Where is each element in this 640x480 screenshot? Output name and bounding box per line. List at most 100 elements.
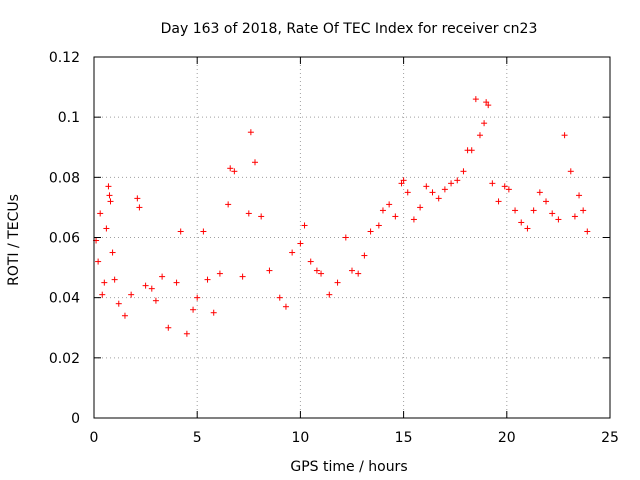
data-point	[258, 213, 265, 220]
data-point	[404, 189, 411, 196]
y-tick-labels: 0 0.02 0.04 0.06 0.08 0.1 0.12	[49, 50, 80, 427]
data-point	[204, 276, 211, 283]
data-point	[536, 189, 543, 196]
data-point	[379, 207, 386, 214]
data-point	[103, 225, 110, 232]
data-point	[530, 207, 537, 214]
data-point	[435, 195, 442, 202]
data-point	[501, 183, 508, 190]
data-point	[326, 291, 333, 298]
data-point	[106, 192, 113, 199]
data-point	[134, 195, 141, 202]
x-tick-labels: 0 5 10 15 20 25	[90, 430, 619, 446]
data-point	[266, 267, 273, 274]
data-point	[121, 312, 128, 319]
data-point	[95, 258, 102, 265]
data-point	[148, 285, 155, 292]
data-point	[400, 177, 407, 184]
data-point	[505, 186, 512, 193]
x-tick-label: 20	[498, 430, 516, 446]
data-point	[173, 279, 180, 286]
data-point	[468, 147, 475, 154]
data-point	[99, 291, 106, 298]
data-point	[200, 228, 207, 235]
data-point	[398, 180, 405, 187]
data-point	[190, 306, 197, 313]
data-point	[183, 330, 190, 337]
data-point	[165, 324, 172, 331]
data-point	[375, 222, 382, 229]
data-point	[429, 189, 436, 196]
data-point	[282, 303, 289, 310]
x-tick-label: 25	[601, 430, 619, 446]
x-tick-label: 5	[193, 430, 202, 446]
data-point	[216, 270, 223, 277]
data-point	[227, 165, 234, 172]
data-point	[245, 210, 252, 217]
data-point	[549, 210, 556, 217]
data-point	[454, 177, 461, 184]
y-tick-label: 0.02	[49, 351, 80, 367]
data-point	[584, 228, 591, 235]
data-point	[472, 96, 479, 103]
data-point	[567, 168, 574, 175]
data-point	[342, 234, 349, 241]
data-point	[543, 198, 550, 205]
chart-title: Day 163 of 2018, Rate Of TEC Index for r…	[161, 21, 538, 37]
data-point	[361, 252, 368, 259]
data-point	[561, 132, 568, 139]
data-point	[313, 267, 320, 274]
grid-lines	[94, 57, 610, 418]
data-point	[441, 186, 448, 193]
data-point	[128, 291, 135, 298]
data-point	[386, 201, 393, 208]
y-axis-label: ROTI / TECUs	[6, 194, 22, 286]
data-point	[576, 192, 583, 199]
plot-frame	[93, 56, 611, 419]
x-axis-label: GPS time / hours	[290, 459, 407, 475]
data-point	[111, 276, 118, 283]
data-point	[307, 258, 314, 265]
data-point	[115, 300, 122, 307]
y-tick-label: 0.06	[49, 231, 80, 247]
y-tick-label: 0.08	[49, 170, 80, 186]
data-point	[177, 228, 184, 235]
data-point	[136, 204, 143, 211]
data-point	[231, 168, 238, 175]
data-point	[107, 198, 114, 205]
data-point	[392, 213, 399, 220]
data-point	[251, 159, 258, 166]
data-point	[349, 267, 355, 274]
data-point	[555, 216, 562, 223]
data-point	[524, 225, 531, 232]
data-point	[423, 183, 430, 190]
y-tick-label: 0.04	[49, 291, 80, 307]
data-point	[210, 309, 217, 316]
data-point	[225, 201, 232, 208]
x-tick-label: 10	[291, 430, 309, 446]
y-tick-label: 0.12	[49, 50, 80, 66]
data-point	[101, 279, 108, 286]
data-point	[301, 222, 308, 229]
data-point	[109, 249, 116, 256]
data-point	[448, 180, 455, 187]
data-point	[239, 273, 246, 280]
data-point	[481, 120, 488, 127]
data-points	[93, 96, 591, 337]
data-point	[410, 216, 417, 223]
data-point	[247, 129, 254, 136]
data-point	[297, 240, 304, 247]
data-point	[512, 207, 519, 214]
data-point	[476, 132, 483, 139]
data-point	[485, 102, 492, 109]
data-point	[318, 270, 325, 277]
data-point	[152, 297, 159, 304]
data-point	[483, 99, 490, 106]
x-tick-label: 15	[395, 430, 413, 446]
x-tick-label: 0	[90, 430, 99, 446]
data-point	[367, 228, 374, 235]
axis-ticks	[93, 56, 611, 419]
data-point	[97, 210, 104, 217]
data-point	[276, 294, 283, 301]
